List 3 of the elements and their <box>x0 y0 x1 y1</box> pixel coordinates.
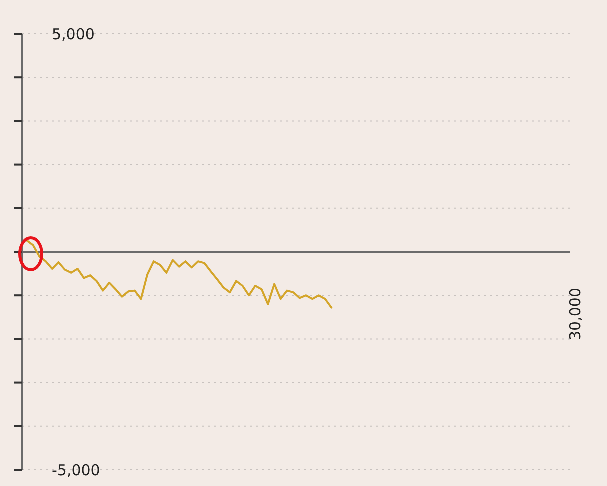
y-tick-label: -5,000 <box>52 461 100 480</box>
y-tick-label: 5,000 <box>52 25 95 44</box>
text: 30,000 <box>566 288 584 340</box>
